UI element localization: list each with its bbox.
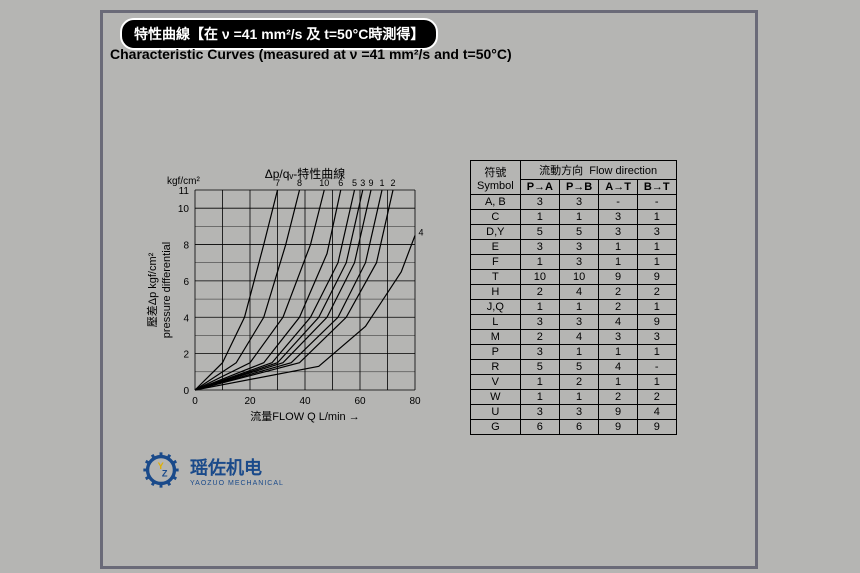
logo-text: 瑶佐机电: [190, 454, 284, 480]
svg-text:4: 4: [183, 313, 189, 324]
svg-text:2: 2: [183, 350, 189, 361]
svg-text:流量FLOW Q L/min →: 流量FLOW Q L/min →: [250, 409, 359, 423]
svg-text:pressure differential: pressure differential: [161, 242, 173, 338]
svg-text:8: 8: [183, 241, 189, 252]
logo-subtext: YAOZUO MECHANICAL: [190, 480, 284, 487]
characteristic-chart: 02040608002468101178106539124Δp/qᵥ-特性曲線k…: [140, 160, 440, 440]
svg-text:0: 0: [192, 396, 198, 407]
svg-text:Z: Z: [162, 469, 168, 479]
svg-text:1: 1: [379, 178, 384, 188]
flow-direction-table: 符號Symbol流動方向 Flow directionP→AP→BA→TB→TA…: [470, 160, 677, 435]
svg-text:壓差Δp kgf/cm²: 壓差Δp kgf/cm²: [145, 252, 159, 327]
svg-text:5: 5: [352, 178, 357, 188]
svg-text:Δp/qᵥ-特性曲線: Δp/qᵥ-特性曲線: [265, 166, 346, 181]
svg-text:kgf/cm²: kgf/cm²: [167, 176, 200, 187]
svg-text:6: 6: [183, 277, 189, 288]
svg-text:2: 2: [390, 178, 395, 188]
svg-text:3: 3: [360, 178, 365, 188]
svg-text:4: 4: [418, 227, 423, 237]
svg-text:11: 11: [179, 186, 190, 197]
svg-text:9: 9: [368, 178, 373, 188]
svg-text:10: 10: [178, 204, 190, 215]
company-logo: Y Z 瑶佐机电 YAOZUO MECHANICAL: [140, 449, 284, 491]
svg-text:60: 60: [354, 396, 366, 407]
subtitle: Characteristic Curves (measured at ν =41…: [110, 46, 512, 62]
svg-text:80: 80: [409, 396, 421, 407]
svg-text:20: 20: [244, 396, 256, 407]
svg-text:0: 0: [183, 386, 189, 397]
gear-icon: Y Z: [140, 449, 182, 491]
svg-text:40: 40: [299, 396, 311, 407]
